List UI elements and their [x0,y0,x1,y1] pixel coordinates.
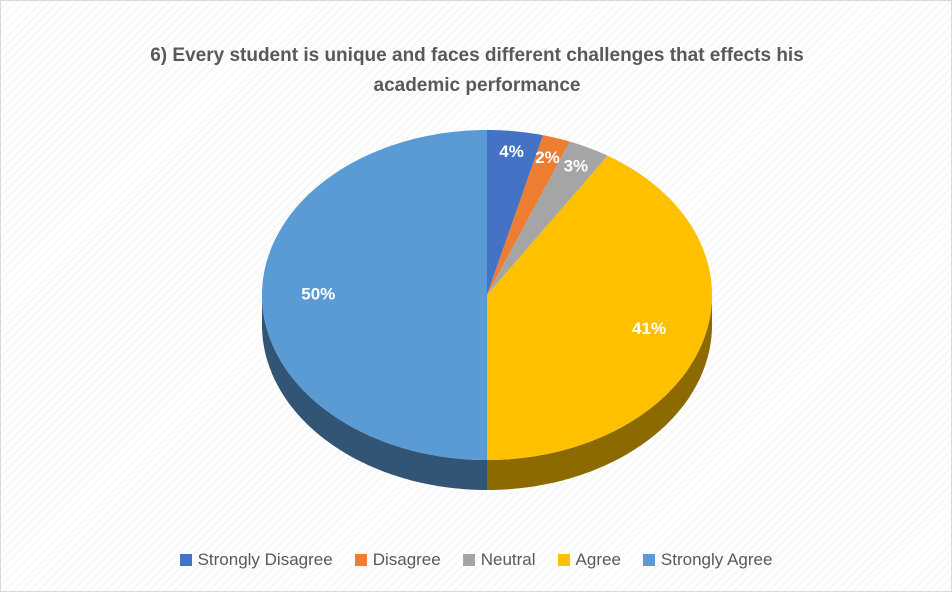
legend-item: Strongly Agree [642,550,773,570]
legend-swatch [179,554,192,566]
legend-label: Strongly Agree [660,550,773,569]
legend-label: Agree [575,550,621,569]
slice [262,130,487,460]
slice [487,130,543,295]
legend-label: Neutral [480,550,536,569]
legend-item: Strongly Disagree [179,550,333,570]
slice-side [487,295,712,490]
slice [487,135,570,295]
data-label: 3% [564,157,589,176]
slice-side [262,295,487,490]
slice [487,141,608,295]
legend-swatch [642,554,655,566]
legend-swatch [557,554,570,566]
legend-item: Disagree [354,550,441,570]
legend-swatch [354,554,367,566]
legend-label: Strongly Disagree [197,550,333,569]
chart-title: 6) Every student is unique and faces dif… [150,45,804,96]
legend-item: Agree [557,550,621,570]
legend: Strongly Disagree Disagree Neutral Agree Str… [0,550,952,570]
data-label: 41% [632,319,666,338]
legend-item: Neutral [462,550,536,570]
legend-label: Disagree [372,550,441,569]
data-label: 4% [499,142,524,161]
data-label: 2% [535,148,560,167]
data-label: 50% [301,284,335,303]
slice [487,155,712,460]
legend-swatch [462,554,475,566]
